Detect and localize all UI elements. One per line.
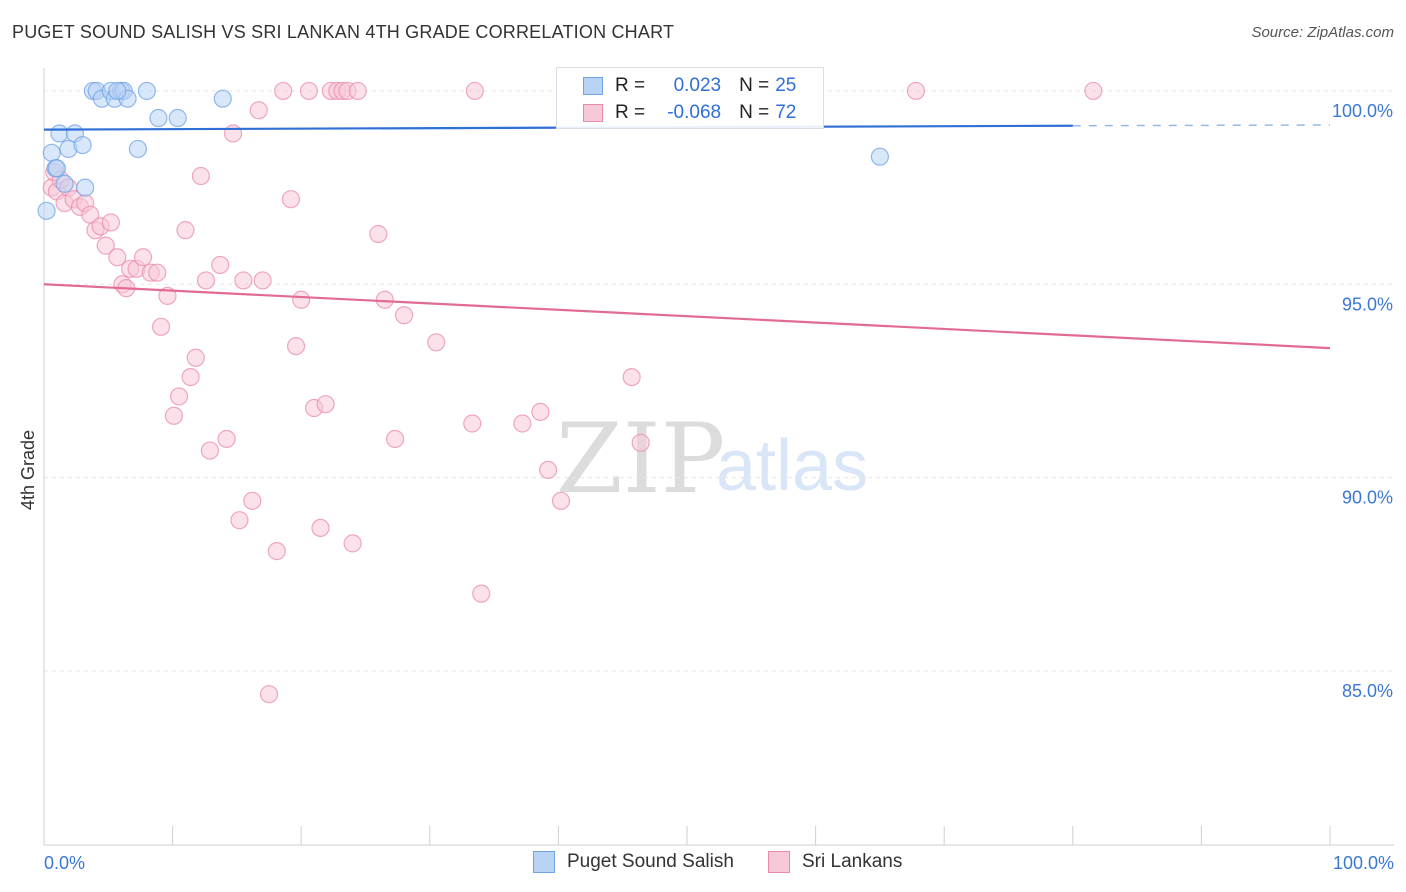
legend-label: Sri Lankans — [802, 851, 903, 872]
chart-title: PUGET SOUND SALISH VS SRI LANKAN 4TH GRA… — [12, 22, 675, 42]
srilankan-point — [191, 166, 210, 186]
legend-r-value: 0.023 — [673, 75, 722, 96]
srilankan-point — [151, 317, 171, 336]
watermark-atlas: atlas — [716, 426, 868, 506]
legend-swatch-pink — [768, 851, 790, 873]
srilankan-point — [196, 271, 216, 290]
srilankan-point — [253, 271, 272, 290]
correlation-legend: R = 0.023 N = 25 R = -0.068 N = 72 — [556, 67, 824, 129]
srilankan-point — [243, 491, 262, 510]
puget-point — [128, 139, 147, 159]
y-tick-label: 85.0% — [1342, 681, 1393, 701]
srilankan-point — [164, 406, 183, 425]
legend-n-label: N = — [739, 75, 770, 96]
y-tick-label: 95.0% — [1342, 294, 1393, 314]
srilankan-point — [267, 542, 286, 561]
srilankan-point — [375, 290, 394, 309]
source-label: Source: ZipAtlas.com — [1251, 24, 1394, 41]
srilankan-point — [531, 402, 550, 421]
legend-swatch-blue — [583, 77, 603, 95]
x-tick-label-min: 0.0% — [44, 853, 85, 873]
srilankan-point — [200, 441, 219, 460]
puget-point — [47, 159, 66, 178]
srilankan-point — [274, 81, 293, 101]
srilankan-point — [311, 518, 330, 538]
srilankan-point — [513, 414, 532, 433]
srilankan-point — [465, 81, 484, 101]
legend-r-label: R = — [615, 102, 646, 123]
legend-n-value: 72 — [775, 102, 797, 123]
srilankan-point — [286, 337, 306, 356]
legend-swatch-blue — [533, 851, 555, 873]
srilankan-point — [622, 367, 641, 387]
srilankan-point — [169, 387, 189, 406]
srilankan-point — [631, 433, 650, 452]
puget-point — [50, 124, 69, 143]
y-tick-label: 90.0% — [1342, 488, 1393, 508]
srilankan-point — [230, 511, 249, 530]
srilankan-point — [176, 221, 195, 240]
puget-point — [149, 108, 168, 128]
puget-point — [55, 174, 74, 193]
srilankan-point — [281, 190, 301, 209]
legend-label: Puget Sound Salish — [567, 851, 734, 872]
puget-point — [37, 201, 56, 220]
srilankan-point — [463, 414, 482, 433]
srilankan-point — [472, 584, 491, 603]
puget-point — [73, 135, 92, 155]
puget-point — [213, 89, 232, 108]
legend-row-srilankan: R = -0.068 N = 72 — [583, 101, 796, 125]
srilankan-point — [299, 81, 319, 101]
srilankan-point — [101, 213, 120, 232]
srilankan-point — [385, 429, 405, 449]
srilankan-point — [1084, 81, 1103, 101]
puget-point — [76, 178, 95, 197]
legend-row-puget: R = 0.023 N = 25 — [583, 74, 796, 98]
puget-point — [137, 81, 156, 101]
srilankan-point — [133, 248, 153, 267]
srilankan-point — [906, 81, 926, 101]
srilankan-point — [249, 101, 268, 120]
legend-item-sri-lankans[interactable]: Sri Lankans — [768, 851, 902, 873]
srilankan-point — [223, 124, 243, 143]
puget-point — [168, 108, 187, 128]
watermark-zip: ZIP — [556, 403, 725, 515]
puget-point — [870, 147, 890, 166]
srilankan-point — [217, 429, 236, 449]
srilankan-point — [181, 367, 200, 387]
srilankan-point — [292, 290, 311, 309]
srilankan-point — [148, 263, 167, 282]
legend-item-puget-sound-salish[interactable]: Puget Sound Salish — [533, 851, 734, 873]
srilankan-point — [316, 395, 335, 414]
puget-point — [42, 143, 61, 162]
puget-trend-extension — [1072, 124, 1331, 127]
srilankan-point — [186, 348, 205, 367]
srilankan-trend-line — [43, 283, 1331, 350]
legend-r-label: R = — [615, 75, 646, 96]
puget-point — [108, 81, 127, 101]
srilankan-point — [96, 236, 115, 255]
srilankan-point — [343, 534, 362, 553]
srilankan-point — [348, 81, 367, 101]
srilankan-point — [369, 224, 388, 244]
x-tick-label-max: 100.0% — [1333, 853, 1394, 873]
y-tick-label: 100.0% — [1332, 101, 1393, 121]
srilankan-point — [551, 491, 571, 510]
y-axis-label: 4th Grade — [18, 430, 38, 510]
srilankan-point — [427, 333, 446, 352]
legend-n-label: N = — [739, 102, 770, 123]
legend-r-value: -0.068 — [667, 102, 722, 123]
srilankan-point — [259, 685, 279, 704]
srilankan-point — [539, 460, 558, 480]
legend-n-value: 25 — [775, 75, 797, 96]
srilankan-point — [108, 248, 127, 267]
legend-swatch-pink — [583, 104, 603, 122]
srilankan-point — [394, 306, 414, 325]
srilankan-point — [234, 271, 253, 290]
srilankan-point — [211, 255, 230, 275]
